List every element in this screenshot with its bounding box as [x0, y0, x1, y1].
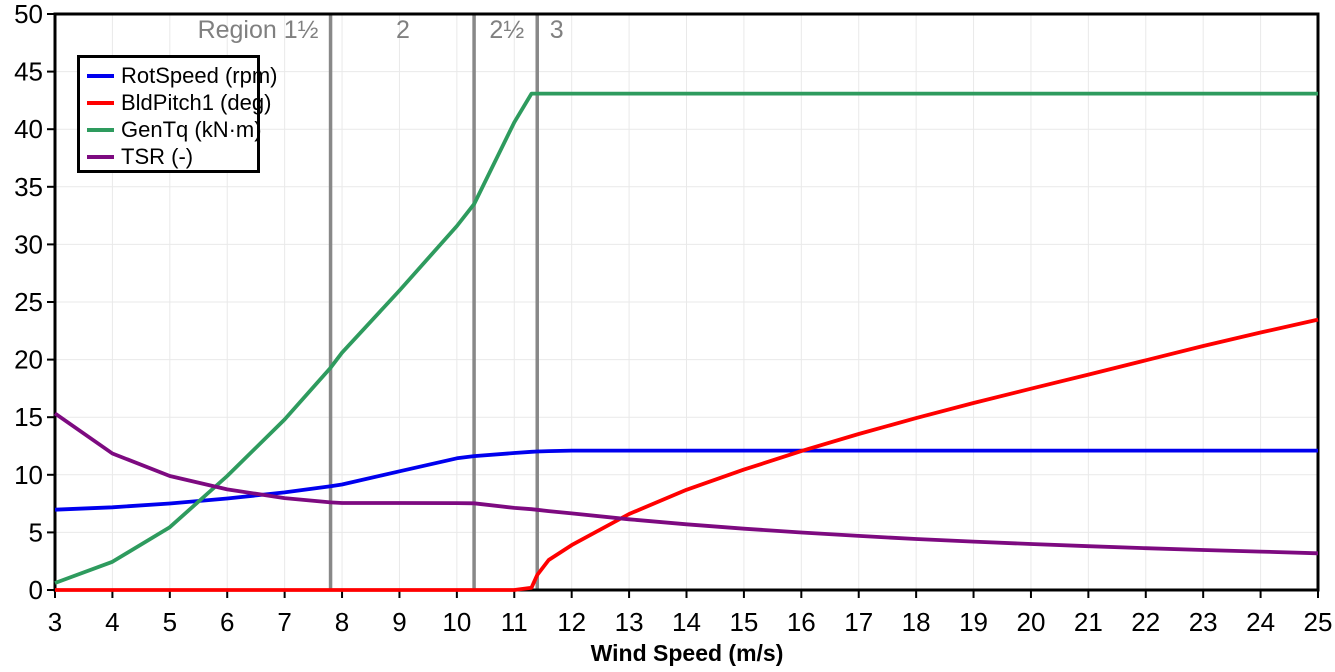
y-tick-label: 25: [14, 287, 43, 317]
x-tick-label: 3: [48, 607, 62, 637]
legend-label: TSR (-): [121, 143, 194, 169]
x-tick-label: 25: [1304, 607, 1333, 637]
region-label-2: 2: [396, 16, 410, 44]
x-tick-label: 6: [220, 607, 234, 637]
x-tick-label: 19: [959, 607, 988, 637]
curve-bldpitch1-deg: [55, 317, 1319, 592]
y-tick-label: 10: [14, 460, 43, 490]
x-tick-label: 21: [1074, 607, 1103, 637]
x-tick-label: 5: [163, 607, 177, 637]
y-tick-label: 20: [14, 345, 43, 375]
x-tick-label: 16: [787, 607, 816, 637]
x-tick-label: 10: [442, 607, 471, 637]
legend-label: BldPitch1 (deg): [121, 89, 272, 115]
y-tick-label: 0: [29, 575, 43, 605]
legend-item-gentq-kn-m: GenTq (kN·m): [80, 116, 262, 143]
y-tick-label: 30: [14, 229, 43, 259]
x-tick-label: 4: [105, 607, 119, 637]
region-label-2: 2½: [489, 16, 524, 44]
y-tick-label: 15: [14, 402, 43, 432]
x-tick-label: 7: [277, 607, 291, 637]
x-tick-label: 15: [729, 607, 758, 637]
x-tick-label: 23: [1189, 607, 1218, 637]
curve-gentq-kn-m: [54, 91, 1318, 585]
legend-item-rotspeed-rpm: RotSpeed (rpm): [80, 62, 278, 89]
y-tick-label: 35: [14, 172, 43, 202]
x-tick-label: 17: [844, 607, 873, 637]
x-axis-title: Wind Speed (m/s): [590, 640, 784, 666]
curve-rotspeed-rpm: [54, 448, 1318, 512]
y-tick-label: 5: [29, 517, 43, 547]
legend-line-swatch: [87, 154, 114, 159]
curve-tsr: [53, 411, 1319, 556]
legend-label: GenTq (kN·m): [121, 116, 262, 142]
region-label-region-1: Region 1½: [198, 16, 319, 44]
legend-label: RotSpeed (rpm): [121, 62, 278, 88]
y-tick-label: 50: [14, 0, 43, 29]
y-tick-label: 45: [14, 57, 43, 87]
plot-frame: [53, 12, 1320, 592]
x-tick-label: 18: [902, 607, 931, 637]
x-tick-label: 11: [501, 607, 528, 637]
x-tick-label: 8: [335, 607, 349, 637]
legend-line-swatch: [87, 100, 114, 105]
legend-item-tsr: TSR (-): [80, 143, 257, 170]
x-tick-label: 22: [1131, 607, 1160, 637]
x-tick-label: 14: [672, 607, 701, 637]
region-label-3: 3: [550, 16, 564, 44]
x-tick-label: 24: [1246, 607, 1275, 637]
x-tick-label: 12: [557, 607, 586, 637]
x-tick-label: 9: [392, 607, 406, 637]
legend-item-bldpitch1-deg: BldPitch1 (deg): [80, 89, 271, 116]
legend-line-swatch: [87, 127, 114, 132]
legend: RotSpeed (rpm) BldPitch1 (deg) GenTq (kN·m…: [77, 55, 278, 173]
x-tick-label: 20: [1016, 607, 1045, 637]
legend-line-swatch: [87, 73, 114, 78]
x-tick-label: 13: [615, 607, 644, 637]
y-tick-label: 40: [14, 114, 43, 144]
